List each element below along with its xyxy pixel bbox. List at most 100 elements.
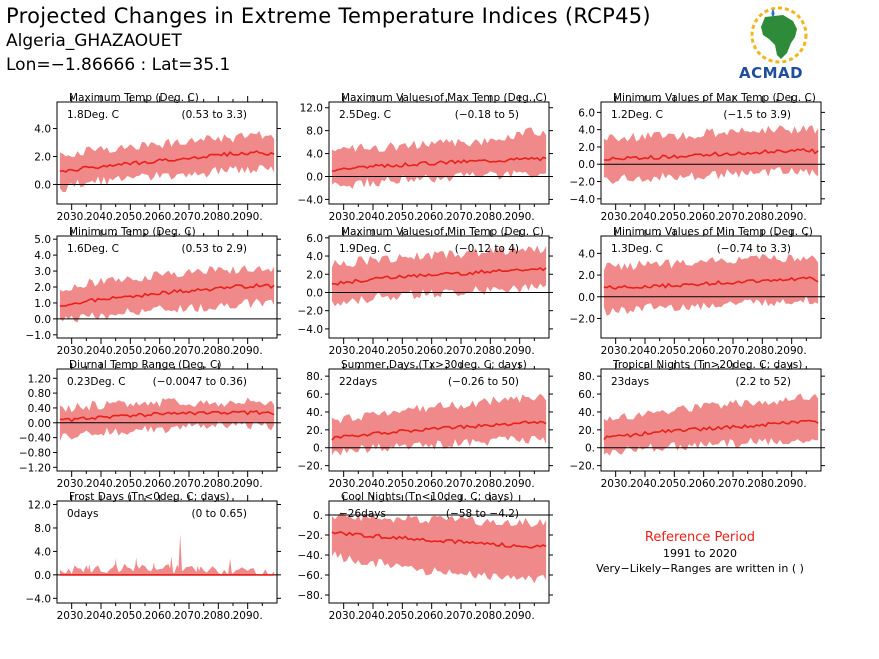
- y-tick-label: −20.: [298, 461, 324, 473]
- chart-title: Frost Days (Tn<0deg. C; days): [69, 491, 229, 503]
- x-tick-label: 2030.: [601, 211, 631, 223]
- x-tick-label: 2090.: [505, 478, 535, 490]
- y-tick-label: −20.: [298, 530, 324, 542]
- y-tick-label: −4.0: [570, 194, 596, 206]
- x-tick-label: 2070.: [446, 478, 476, 490]
- water-drop-icon: [771, 9, 775, 17]
- x-tick-label: 2050.: [115, 211, 145, 223]
- y-tick-label: 0.00: [28, 418, 51, 430]
- chart-panel: −80.−60.−40.−20.0.2030. 2040. 2050. 2060. 20…: [298, 491, 553, 622]
- x-tick-label: 2080.: [747, 478, 777, 490]
- x-tick-label: 2070.: [174, 211, 204, 223]
- station-name: Algeria_GHAZAOUET: [6, 31, 182, 51]
- chart-title: Maximum Values of Min Temp (Deg. C): [341, 226, 544, 238]
- y-tick-label: 0.0: [578, 159, 595, 171]
- y-tick-label: −60.: [298, 570, 324, 582]
- x-tick-label: 2050.: [387, 610, 417, 622]
- y-tick-label: −0.80: [19, 447, 51, 459]
- likely-range-band: [59, 563, 275, 575]
- x-tick-label: 2080.: [203, 211, 233, 223]
- y-tick-label: 12.0: [300, 103, 323, 115]
- chart-panel: −4.0 0.0 4.0 8.0 12.0 2030. 2040. 2050. 2060. 207…: [26, 491, 281, 622]
- x-tick-label: 2070.: [174, 345, 204, 357]
- x-tick-label: 2080.: [475, 345, 505, 357]
- plot-frame: [600, 235, 822, 339]
- chart-title: Tropical Nights (Tn>20deg. C; days): [612, 359, 802, 371]
- y-tick-label: 20.: [578, 425, 595, 437]
- x-tick-label: 2070.: [718, 211, 748, 223]
- chart-title: Cool Nights (Tn<10deg. C; days): [341, 491, 513, 503]
- x-tick-label: 2040.: [86, 345, 116, 357]
- chart-title: Minimum Temp (Deg. C): [69, 226, 196, 238]
- x-tick-label: 2090.: [777, 211, 807, 223]
- x-tick-label: 2060.: [145, 345, 175, 357]
- logo-text: ACMAD: [739, 64, 804, 82]
- x-tick-label: 2090.: [505, 345, 535, 357]
- y-tick-label: 1.20: [28, 373, 51, 385]
- y-tick-label: 60.: [306, 389, 323, 401]
- change-value: 1.2Deg. C: [611, 109, 663, 121]
- y-tick-label: 2.0: [578, 142, 595, 154]
- change-value: 0.23Deg. C: [67, 376, 126, 388]
- x-tick-label: 2060.: [689, 345, 719, 357]
- y-tick-label: 2.0: [34, 151, 51, 163]
- x-tick-label: 2090.: [777, 478, 807, 490]
- y-tick-label: 40.: [306, 407, 323, 419]
- x-tick-label: 2030.: [601, 345, 631, 357]
- chart-title: Maximum Values of Max Temp (Deg. C): [341, 92, 547, 104]
- y-tick-label: 3.0: [34, 266, 51, 278]
- x-tick-label: 2050.: [387, 345, 417, 357]
- y-tick-label: −0.40: [19, 433, 51, 445]
- y-tick-label: −4.0: [26, 593, 52, 605]
- x-tick-label: 2030.: [329, 211, 359, 223]
- change-value: 0days: [67, 508, 98, 520]
- x-tick-label: 2090.: [233, 211, 263, 223]
- x-tick-label: 2060.: [417, 211, 447, 223]
- x-tick-label: 2030.: [329, 478, 359, 490]
- x-tick-label: 2080.: [475, 610, 505, 622]
- station-coordinates: Lon=−1.86666 : Lat=35.1: [6, 55, 231, 75]
- y-tick-label: 20.: [306, 425, 323, 437]
- y-tick-label: 4.0: [34, 250, 51, 262]
- x-tick-label: 2030.: [57, 610, 87, 622]
- y-tick-label: 2.0: [306, 269, 323, 281]
- y-tick-label: 2.0: [578, 270, 595, 282]
- x-tick-label: 2060.: [145, 478, 175, 490]
- median-line: [331, 266, 547, 286]
- x-tick-label: 2050.: [115, 345, 145, 357]
- spike-mark: [151, 561, 156, 575]
- y-tick-label: 5.0: [34, 234, 51, 246]
- x-tick-label: 2060.: [145, 211, 175, 223]
- y-tick-label: −2.0: [298, 306, 324, 318]
- y-tick-label: 0.40: [28, 403, 51, 415]
- chart-title: Minimum Values of Max Temp (Deg. C): [613, 92, 816, 104]
- y-tick-label: −2.0: [570, 177, 596, 189]
- x-tick-label: 2060.: [145, 610, 175, 622]
- likely-range-band: [331, 245, 547, 307]
- y-tick-label: 0.0: [306, 171, 323, 183]
- chart-title: Summer Days (Tx>30deg. C; days): [341, 359, 527, 371]
- x-tick-label: 2080.: [203, 610, 233, 622]
- change-value: −26days: [339, 508, 386, 520]
- spike-mark: [113, 558, 118, 575]
- x-tick-label: 2030.: [601, 478, 631, 490]
- plot-frame: [328, 235, 550, 339]
- x-tick-label: 2060.: [417, 610, 447, 622]
- y-tick-label: 4.0: [578, 248, 595, 260]
- chart-panel: −1.0 0.0 1.0 2.0 3.0 4.0 5.0 2030. 2040. 2050. 206…: [26, 226, 281, 357]
- change-value: 1.9Deg. C: [339, 243, 391, 255]
- x-tick-label: 2070.: [446, 610, 476, 622]
- plot-frame: [56, 101, 278, 205]
- y-tick-label: 6.0: [578, 107, 595, 119]
- y-tick-label: 80.: [306, 371, 323, 383]
- very-likely-range: (−1.5 to 3.9): [723, 109, 791, 121]
- y-tick-label: −1.0: [26, 330, 52, 342]
- x-tick-label: 2030.: [329, 345, 359, 357]
- y-tick-label: −40.: [298, 550, 324, 562]
- chart-panel: −4.0 −2.0 0.0 2.0 4.0 6.0 2030. 2040. 2050. 2060.…: [570, 92, 825, 223]
- y-tick-label: 0.0: [34, 570, 51, 582]
- likely-range-band: [59, 397, 275, 442]
- y-tick-label: 0.: [313, 510, 323, 522]
- x-tick-label: 2040.: [86, 478, 116, 490]
- x-tick-label: 2090.: [505, 211, 535, 223]
